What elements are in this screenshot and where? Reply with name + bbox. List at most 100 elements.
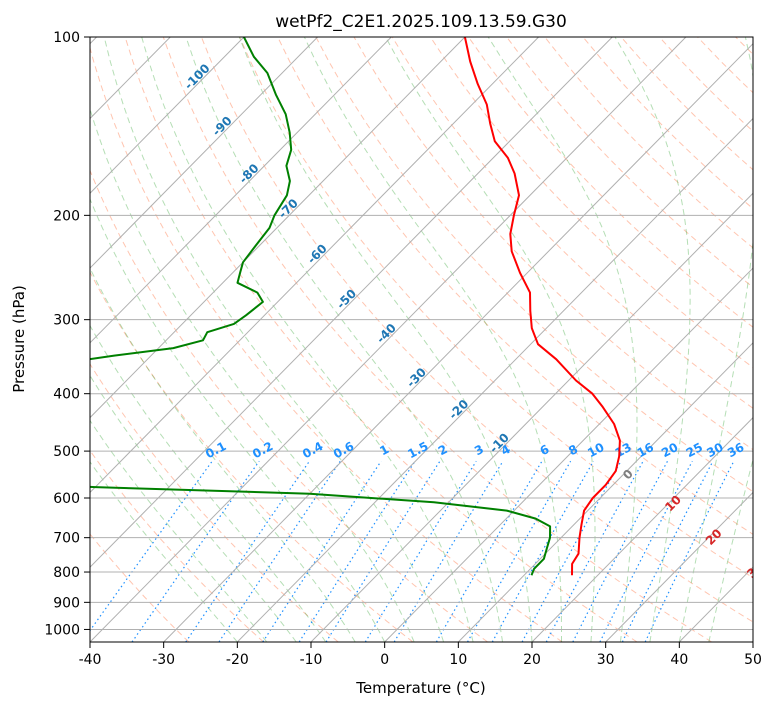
dry-adiabat-line [735,37,753,56]
y-tick-label: 500 [53,444,80,460]
mixing-ratio-line [298,460,416,642]
dry-adiabat-label: -100 [182,61,213,92]
dry-adiabat-line [90,169,488,642]
x-axis-title: Temperature (°C) [355,679,485,697]
mixing-ratio-line [262,460,382,642]
isotherm-line [90,37,466,419]
moist-adiabat-line [90,324,327,642]
dry-adiabat-line [429,37,753,369]
y-axis: 100 200 300 400 500 600 700 800 900 1000 [44,30,90,638]
dry-adiabat-label: -90 [209,114,234,139]
dry-adiabat-label: -40 [374,321,399,346]
moist-adiabat-label: 30 [744,559,766,581]
moist-adiabat-line [90,461,238,642]
moist-adiabat-line [708,457,753,642]
mixing-ratio-label: 10 [585,440,606,460]
x-tick-label: 30 [597,652,615,668]
isotherm-line [163,42,753,642]
moist-adiabat-line [141,37,474,642]
x-tick-label: 10 [449,652,467,668]
isotherm-line [90,37,245,194]
mixing-ratio-label: 0.6 [331,439,356,461]
dry-adiabat-line [162,37,712,642]
mixing-ratio-line [521,460,622,642]
dry-adiabat-line [468,37,753,328]
dry-adiabat-label: -30 [404,365,429,390]
dry-adiabat-line [353,37,753,451]
mixing-ratio-label: 1 [377,442,391,458]
moist-adiabat-line [238,37,533,642]
mixing-ratio-label: 13 [613,440,634,460]
x-tick-label: -10 [300,652,323,668]
mixing-ratio-line [131,460,260,642]
chart-title: wetPf2_C2E1.2025.109.13.59.G30 [275,12,567,32]
isotherm-line [678,566,753,642]
y-tick-label: 600 [53,491,80,507]
x-tick-label: 0 [380,652,389,668]
y-tick-label: 900 [53,595,80,611]
mixing-ratio-label: 6 [538,442,552,458]
moist-adiabat-line [90,107,415,642]
profiles [90,37,621,576]
y-axis-title: Pressure (hPa) [10,285,28,393]
dry-adiabat-line [124,37,638,642]
mixing-ratio-line [325,460,441,642]
isotherm-line [90,37,539,494]
dry-adiabat-line [658,37,753,132]
isotherm-line [384,267,753,642]
dry-adiabat-line [90,533,190,642]
dry-adiabat-line [200,37,753,623]
mixing-ratio-line [621,460,714,642]
dry-adiabat-line [582,37,753,210]
mixing-ratio-label: 3 [472,442,486,458]
dry-adiabat-line [391,37,753,409]
moist-adiabat-line [103,37,445,642]
isotherm-line [236,117,753,642]
moist-adiabat-line [90,419,268,642]
moist-adiabat-line [678,37,753,642]
y-tick-label: 200 [53,208,80,224]
mixing-ratio-label: 16 [635,440,656,460]
dry-adiabat-line [277,37,753,535]
dry-adiabat-line [315,37,753,493]
mixing-ratio-label: 0.1 [203,439,228,461]
isotherm-line [90,37,392,344]
mixing-ratio-line [364,460,477,642]
isotherm-line [531,416,753,642]
temperature-line [463,37,621,576]
mixing-ratio-label: 30 [704,440,725,460]
mixing-ratio-label: 1.5 [405,439,430,461]
moist-adiabat-line [385,37,596,642]
isotherm-line [90,37,613,568]
mixing-ratio-label: 0.4 [300,439,325,461]
y-tick-label: 400 [53,387,80,403]
mixing-ratio-label: 25 [684,440,705,460]
dry-adiabat-line [90,46,563,642]
mixing-ratio-line [218,460,341,642]
x-axis: -40 -30 -20 -10 0 10 20 30 40 50 [79,642,762,668]
dry-adiabat-line [506,37,753,288]
dry-adiabat-label: -50 [334,286,359,311]
isotherm-line [90,37,687,642]
moist-adiabat-line [614,37,691,642]
isotherm-line [457,342,753,642]
dry-adiabat-line [697,37,753,94]
x-tick-label: 20 [523,652,541,668]
isotherm-line [605,491,753,642]
x-tick-label: -20 [226,652,249,668]
mixing-ratio-line [185,460,310,642]
moist-adiabat-label: 20 [703,526,725,548]
y-tick-label: 700 [53,531,80,547]
moist-adiabat-line [185,37,503,642]
moist-adiabat-line [90,374,297,642]
y-tick-label: 300 [53,313,80,329]
mixing-ratio-line [435,460,543,642]
moist-adiabat-line [303,37,562,642]
y-tick-label: 800 [53,565,80,581]
mixing-ratio-label: 20 [659,440,680,460]
grid-lines [90,37,753,642]
isotherm-line [310,192,753,642]
y-tick-label: 100 [53,30,80,46]
mixing-ratio-label: 2 [436,442,450,458]
